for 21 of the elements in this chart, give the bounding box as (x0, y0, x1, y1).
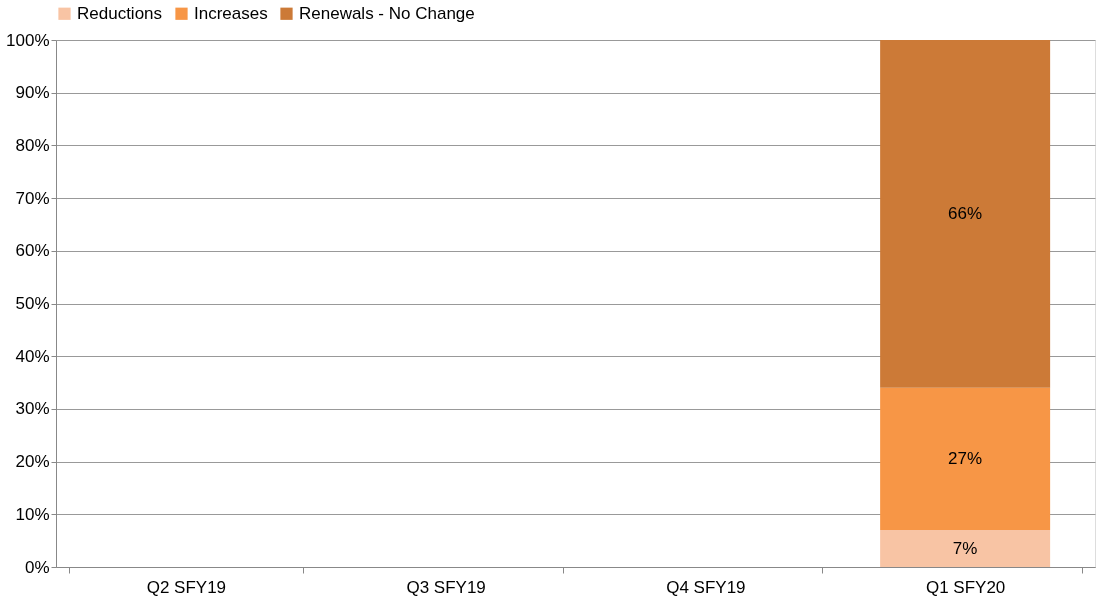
y-tick-label: 20% (15, 452, 50, 472)
x-tick-label: Q4 SFY19 (666, 577, 746, 597)
data-label: 27% (948, 448, 983, 468)
y-tick-label: 80% (15, 135, 50, 155)
y-tick-label: 90% (15, 83, 50, 103)
y-tick-label: 40% (15, 346, 50, 366)
data-label: 66% (948, 203, 983, 223)
x-tick-label: Q3 SFY19 (406, 577, 486, 597)
legend-label: Increases (194, 3, 268, 23)
y-tick-label: 50% (15, 294, 50, 313)
data-label: 7% (952, 538, 978, 558)
x-tick-label: Q1 SFY20 (925, 577, 1006, 597)
y-tick-label: 0% (24, 557, 50, 577)
y-tick-label: 70% (15, 188, 50, 208)
y-tick-label: 100% (6, 30, 50, 50)
y-tick-label: 60% (15, 241, 50, 261)
x-tick-label: Q2 SFY19 (146, 577, 227, 597)
y-tick-label: 10% (15, 504, 50, 524)
legend-label: Reductions (77, 3, 163, 23)
y-tick-label: 30% (15, 399, 50, 419)
legend-label: Renewals - No Change (299, 3, 475, 23)
